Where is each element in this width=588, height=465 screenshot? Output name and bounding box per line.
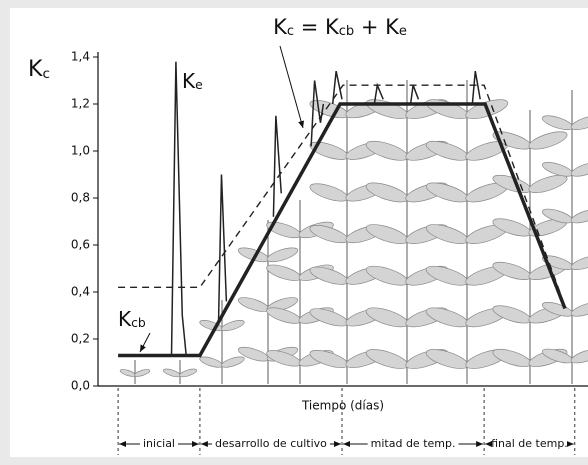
y-tick-label: 1,2 (71, 97, 90, 111)
subscript: e (195, 77, 203, 92)
series-line (118, 102, 567, 358)
plant-leaf (220, 320, 245, 332)
title-arrow (279, 45, 304, 129)
stage-label: mitad de temp. (371, 437, 456, 450)
text-part: K (118, 307, 132, 331)
ke-label: Ke (182, 69, 203, 93)
x-axis-label: Tiempo (días) (301, 399, 384, 413)
kcb-label: Kcb (118, 307, 146, 331)
text-part: = K (294, 15, 340, 39)
text-part: + K (354, 15, 400, 39)
y-tick-label: 0,2 (71, 332, 90, 346)
stage-label: final de temp. (491, 437, 568, 450)
text-part: K (182, 69, 196, 93)
chart-title: Kc = Kcb + Ke (273, 15, 407, 39)
y-tick-label: 1,0 (71, 144, 90, 158)
y-tick-label: 0,6 (71, 238, 90, 252)
plant-illustrations (119, 80, 588, 384)
plant-leaf (179, 368, 198, 378)
stage-label: desarrollo de cultivo (215, 437, 327, 450)
y-tick-label: 0,8 (71, 191, 90, 205)
subscript: e (399, 24, 407, 39)
subscript: cb (131, 315, 146, 330)
y-tick-label: 1,4 (71, 50, 90, 64)
text-part: K (273, 15, 288, 39)
y-tick-label: 0,0 (71, 379, 90, 393)
plant-leaf (134, 369, 151, 377)
text-part: K (28, 57, 43, 82)
plant-leaf (266, 247, 299, 263)
y-axis-label: Kc (28, 57, 50, 82)
subscript: c (287, 24, 294, 39)
subscript: cb (339, 24, 354, 39)
kcb-arrow (139, 332, 151, 353)
plant-leaf (528, 174, 568, 193)
subscript: c (42, 66, 50, 82)
plant-leaf (220, 356, 245, 368)
series-line (170, 61, 481, 356)
stage-label: inicial (143, 437, 175, 450)
plant-leaf (528, 131, 568, 150)
y-tick-label: 0,4 (71, 285, 90, 299)
